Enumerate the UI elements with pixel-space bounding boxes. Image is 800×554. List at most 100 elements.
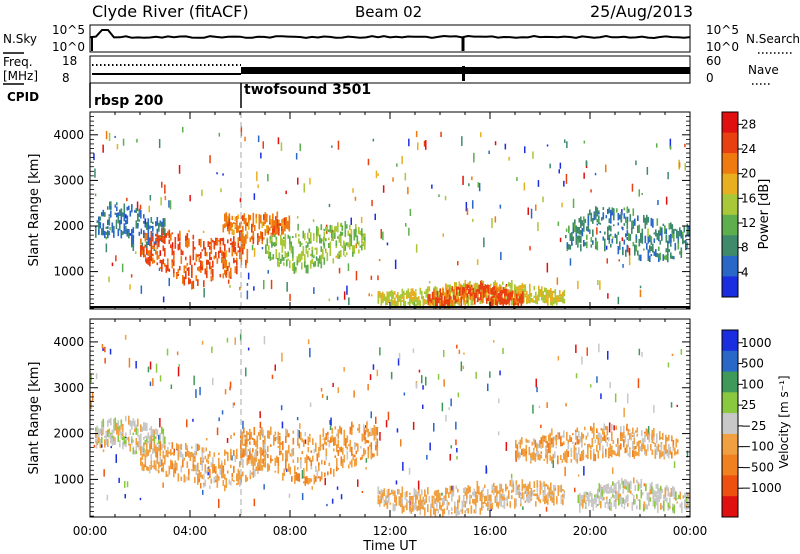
echo-cell (576, 436, 579, 444)
echo-cell (113, 225, 115, 229)
echo-cell (313, 263, 315, 267)
echo-cell (129, 210, 132, 214)
echo-cell (551, 494, 554, 498)
echo-cell (156, 451, 159, 459)
scatter-speckle (546, 262, 549, 273)
echo-cell (613, 487, 616, 493)
echo-cell (126, 228, 129, 237)
echo-cell (308, 228, 311, 233)
echo-cell (164, 218, 166, 227)
echo-cell (98, 216, 100, 223)
echo-cell (416, 297, 419, 306)
echo-cell (334, 438, 337, 446)
echo-cell (282, 222, 285, 230)
cpid-row: CPID rbsp 200 twofsound 3501 (7, 82, 371, 109)
echo-cell (131, 204, 133, 213)
scatter-speckle (581, 356, 583, 365)
echo-cell (567, 439, 570, 447)
colorbar-swatch (722, 496, 738, 518)
scatter-speckle (469, 486, 471, 493)
echo-cell (310, 253, 312, 257)
echo-cell (552, 445, 555, 448)
echo-cell (670, 222, 672, 230)
echo-cell (351, 430, 353, 436)
echo-cell (168, 229, 171, 239)
echo-cell (618, 447, 621, 452)
echo-cell (201, 263, 204, 270)
echo-cell (591, 438, 594, 444)
echo-cell (210, 257, 213, 261)
echo-cell (318, 446, 320, 452)
echo-cell (603, 485, 605, 495)
echo-cell (605, 448, 607, 455)
echo-cell (682, 231, 684, 235)
echo-cell (279, 443, 281, 451)
echo-cell (281, 254, 284, 261)
echo-cell (647, 433, 649, 440)
scatter-speckle (575, 373, 578, 379)
echo-cell (595, 206, 597, 216)
echo-cell (520, 503, 522, 507)
echo-cell (435, 299, 437, 309)
echo-cell (267, 430, 269, 439)
echo-cell (437, 290, 440, 300)
echo-cell (351, 421, 353, 431)
echo-cell (490, 288, 493, 295)
echo-cell (140, 446, 142, 456)
echo-cell (204, 268, 207, 275)
echo-cell (688, 493, 690, 498)
echo-cell (221, 256, 223, 264)
scatter-speckle (355, 271, 358, 281)
power-colorbar-label: Power [dB] (757, 179, 772, 250)
echo-cell (481, 492, 483, 496)
echo-cell (147, 466, 150, 472)
echo-cell (499, 494, 501, 504)
echo-cell (243, 427, 245, 433)
echo-cell (375, 426, 377, 436)
echo-cell (613, 224, 615, 227)
echo-cell (242, 245, 244, 249)
colorbar-swatch (722, 173, 738, 195)
echo-cell (608, 218, 611, 224)
echo-cell (480, 280, 482, 290)
echo-cell (665, 228, 668, 235)
echo-cell (609, 487, 611, 494)
echo-cell (410, 290, 413, 298)
echo-cell (673, 229, 675, 232)
echo-cell (540, 444, 543, 449)
scatter-speckle (182, 126, 184, 133)
echo-cell (507, 300, 509, 304)
echo-cell (413, 487, 416, 495)
echo-cell (147, 232, 150, 237)
echo-cell (484, 495, 486, 504)
echo-cell (585, 491, 587, 495)
echo-cell (246, 442, 248, 447)
echo-cell (135, 425, 138, 435)
echo-cell (524, 293, 527, 298)
echo-cell (593, 448, 595, 454)
echo-cell (203, 484, 205, 488)
echo-cell (514, 501, 516, 509)
scatter-speckle (552, 459, 554, 469)
echo-cell (135, 208, 138, 213)
echo-cell (438, 298, 440, 301)
echo-cell (554, 288, 557, 294)
echo-cell (682, 495, 685, 499)
echo-cell (618, 486, 620, 495)
echo-cell (275, 249, 278, 258)
scatter-speckle (170, 384, 173, 389)
echo-cell (277, 445, 280, 448)
echo-cell (272, 228, 274, 237)
echo-cell (622, 480, 625, 489)
echo-cell (466, 297, 469, 301)
echo-cell (149, 435, 151, 444)
echo-cell (144, 234, 147, 241)
echo-cell (485, 294, 488, 301)
echo-cell (590, 449, 592, 459)
echo-cell (654, 498, 656, 503)
echo-cell (418, 505, 420, 511)
echo-cell (338, 234, 341, 243)
echo-cell (300, 459, 302, 469)
echo-cell (277, 436, 280, 444)
echo-cell (306, 476, 308, 484)
